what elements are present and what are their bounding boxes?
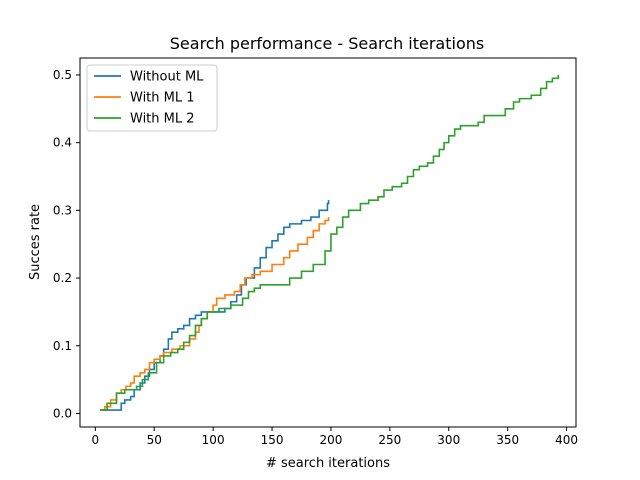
x-tick-label: 150: [261, 433, 284, 447]
series-line-3: [100, 74, 560, 411]
x-tick-label: 250: [378, 433, 401, 447]
x-tick-label: 100: [202, 433, 225, 447]
y-tick-label: 0.3: [53, 203, 72, 217]
legend-label-2: With ML 1: [130, 91, 195, 106]
x-tick-label: 0: [91, 433, 99, 447]
series-line-1: [100, 200, 330, 411]
legend-box: [86, 64, 218, 132]
y-tick-label: 0.0: [53, 406, 72, 420]
axes-frame: [79, 57, 577, 428]
y-tick-label: 0.4: [53, 136, 72, 150]
x-ticks: 0 50 100 150 200 250 300 350 400: [91, 427, 578, 447]
x-tick-label: 50: [147, 433, 162, 447]
legend: Without ML With ML 1 With ML 2: [86, 64, 218, 132]
x-tick-label: 200: [319, 433, 342, 447]
y-axis-label: Succes rate: [28, 204, 43, 280]
y-tick-label: 0.2: [53, 271, 72, 285]
y-ticks: 0.0 0.1 0.2 0.3 0.4 0.5: [53, 68, 80, 420]
x-tick-label: 350: [496, 433, 519, 447]
plot-area: 0 50 100 150 200 250 300 350 400 0.0 0.1 0.2 0.3 0.4…: [53, 57, 578, 447]
series-line-2: [100, 217, 330, 411]
series-layer: [100, 74, 560, 411]
chart-title: Search performance - Search iterations: [170, 34, 484, 53]
legend-label-3: With ML 2: [130, 112, 195, 127]
y-tick-label: 0.5: [53, 68, 72, 82]
x-tick-label: 300: [437, 433, 460, 447]
x-axis-label: # search iterations: [266, 456, 390, 471]
x-tick-label: 400: [555, 433, 578, 447]
legend-label-1: Without ML: [130, 70, 204, 85]
y-tick-label: 0.1: [53, 339, 72, 353]
